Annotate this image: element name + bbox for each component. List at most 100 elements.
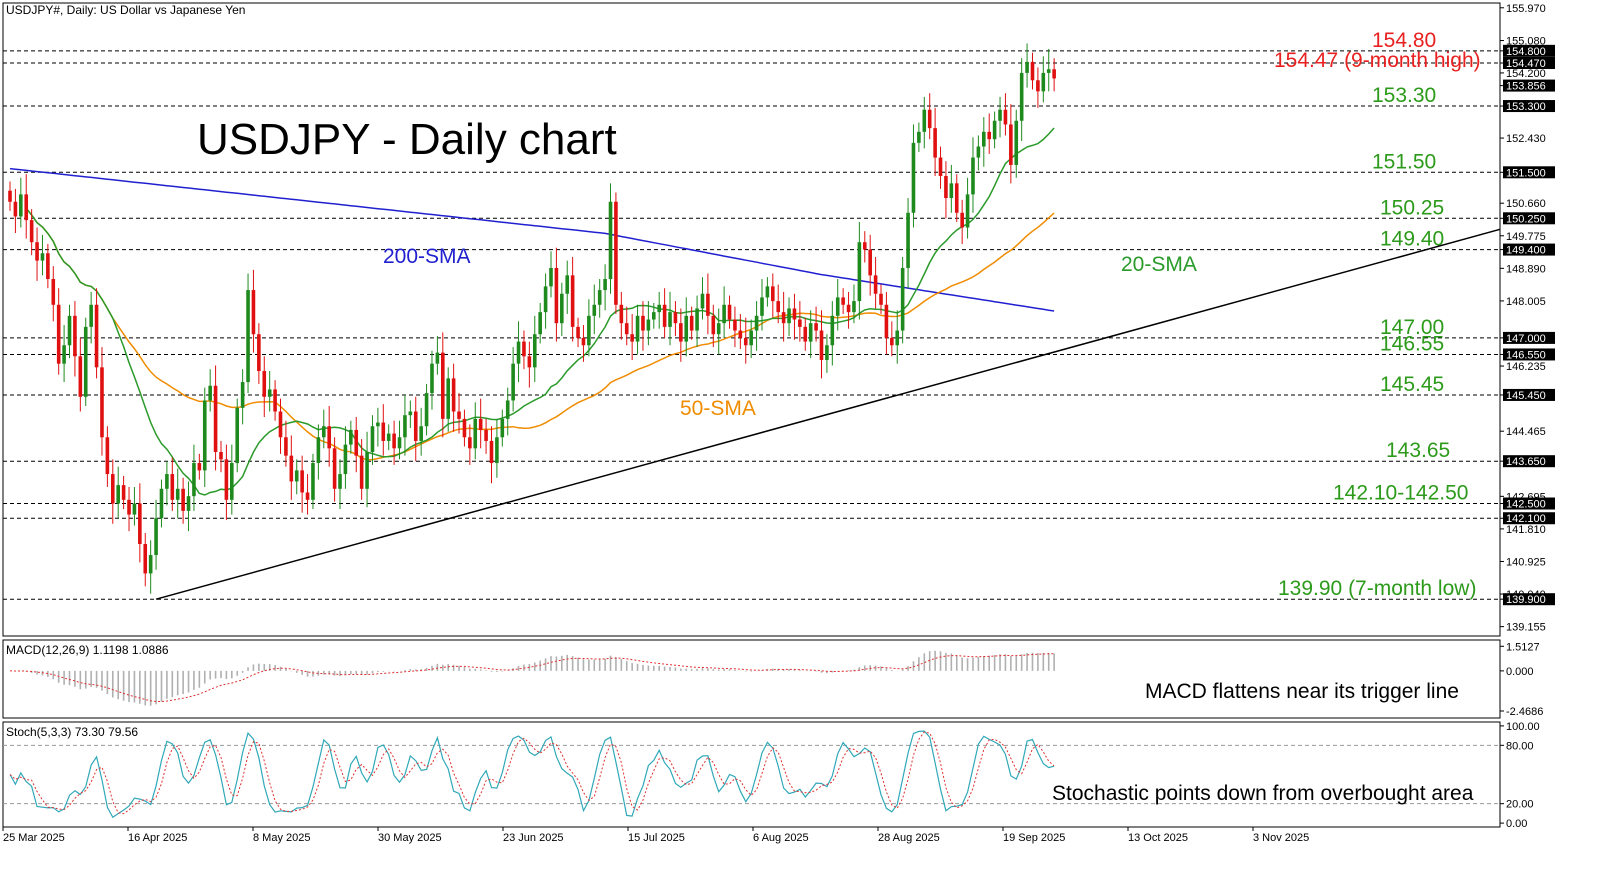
candle-body <box>781 312 786 324</box>
candle-body <box>679 323 683 342</box>
candle-body <box>938 157 943 176</box>
candle-body <box>175 488 180 500</box>
candle-body <box>8 190 12 202</box>
candle-body <box>532 334 537 368</box>
x-tick-label: 25 Mar 2025 <box>3 832 65 844</box>
candle-body <box>197 463 202 471</box>
level-label-1: 154.47 (9-month high) <box>1274 49 1481 72</box>
candle-body <box>240 382 245 408</box>
candle-body <box>327 426 331 449</box>
candle-body <box>549 267 553 287</box>
candle-body <box>230 463 234 500</box>
candle-body <box>597 290 602 305</box>
panel-frame-1 <box>2 639 1501 719</box>
candle-body <box>343 444 348 475</box>
sma50-line <box>25 207 1055 461</box>
candle-body <box>19 194 23 217</box>
candle-body <box>478 418 483 430</box>
candle-body <box>278 411 283 438</box>
candle-body <box>808 323 813 342</box>
candle-body <box>771 286 775 302</box>
candle-body <box>733 319 737 331</box>
candle-body <box>29 220 34 243</box>
candle-body <box>408 411 413 416</box>
stoch-tick-label: 0.00 <box>1506 818 1527 830</box>
candle-body <box>381 422 386 441</box>
candle-body <box>51 279 56 305</box>
candle-body <box>624 323 629 335</box>
price-tick-label: 139.900 <box>1506 594 1546 606</box>
candle-body <box>338 474 342 489</box>
price-tick-label: 149.400 <box>1506 245 1546 257</box>
candle-body <box>78 356 83 397</box>
candle-body <box>570 275 575 327</box>
candle-body <box>976 146 981 158</box>
candle-body <box>944 175 948 199</box>
sma20-label: 20-SMA <box>1121 253 1197 276</box>
candle-body <box>284 437 288 456</box>
macd-tick-label: 1.5127 <box>1506 641 1540 653</box>
candle-body <box>316 437 321 464</box>
candle-body <box>370 426 375 452</box>
price-tag-bg <box>1503 212 1555 225</box>
price-tick-label: 153.856 <box>1506 81 1546 93</box>
candle-body <box>354 429 359 456</box>
candle-body <box>998 109 1002 121</box>
price-tag-bg <box>1503 512 1555 525</box>
candle-body <box>657 304 661 313</box>
candle-body <box>424 393 429 427</box>
candle-body <box>835 297 840 316</box>
candles <box>8 43 1056 594</box>
candle-body <box>73 315 77 357</box>
candle-body <box>219 451 223 460</box>
x-tick-label: 23 Jun 2025 <box>503 832 564 844</box>
candle-body <box>814 323 818 331</box>
candle-body <box>873 275 878 294</box>
candle-body <box>446 378 451 419</box>
candle-body <box>202 400 207 471</box>
candle-body <box>94 304 99 368</box>
candle-body <box>132 503 137 515</box>
candle-body <box>224 459 229 500</box>
candle-body <box>251 290 256 335</box>
candle-body <box>192 463 196 497</box>
sma50-label: 50-SMA <box>680 397 756 420</box>
candle-body <box>1052 69 1056 79</box>
candle-body <box>181 488 185 511</box>
candle-body <box>1025 61 1029 73</box>
candle-body <box>148 555 153 574</box>
candle-body <box>321 426 326 438</box>
candle-body <box>960 212 964 228</box>
candle-body <box>706 293 710 316</box>
candle-body <box>294 470 299 482</box>
candle-body <box>127 499 131 515</box>
candle-body <box>630 334 634 342</box>
candle-body <box>576 326 580 338</box>
candle-body <box>273 389 277 412</box>
price-tag-bg <box>1503 100 1555 113</box>
macd-label: MACD(12,26,9) 1.1198 1.0886 <box>6 643 169 657</box>
chart-title: USDJPY - Daily chart <box>197 115 617 164</box>
candle-body <box>933 128 937 158</box>
candle-body <box>911 142 916 213</box>
candle-body <box>468 437 472 449</box>
candle-body <box>776 301 781 313</box>
x-tick-label: 28 Aug 2025 <box>878 832 940 844</box>
candle-body <box>413 411 418 441</box>
macd-tick-label: 0.000 <box>1506 666 1534 678</box>
candle-body <box>971 157 975 195</box>
x-tick-label: 8 May 2025 <box>253 832 310 844</box>
candle-body <box>462 418 467 438</box>
candle-body <box>359 455 364 489</box>
candle-body <box>376 422 380 427</box>
price-tick-label: 151.500 <box>1506 167 1546 179</box>
level-label-0: 154.80 <box>1372 29 1436 52</box>
candle-body <box>695 308 699 331</box>
candle-body <box>1014 120 1019 165</box>
candle-body <box>895 330 900 346</box>
candle-body <box>603 279 607 291</box>
level-label-7: 146.55 <box>1380 332 1444 355</box>
x-tick-label: 13 Oct 2025 <box>1128 832 1188 844</box>
candle-body <box>473 418 478 449</box>
x-tick-label: 3 Nov 2025 <box>1253 832 1309 844</box>
